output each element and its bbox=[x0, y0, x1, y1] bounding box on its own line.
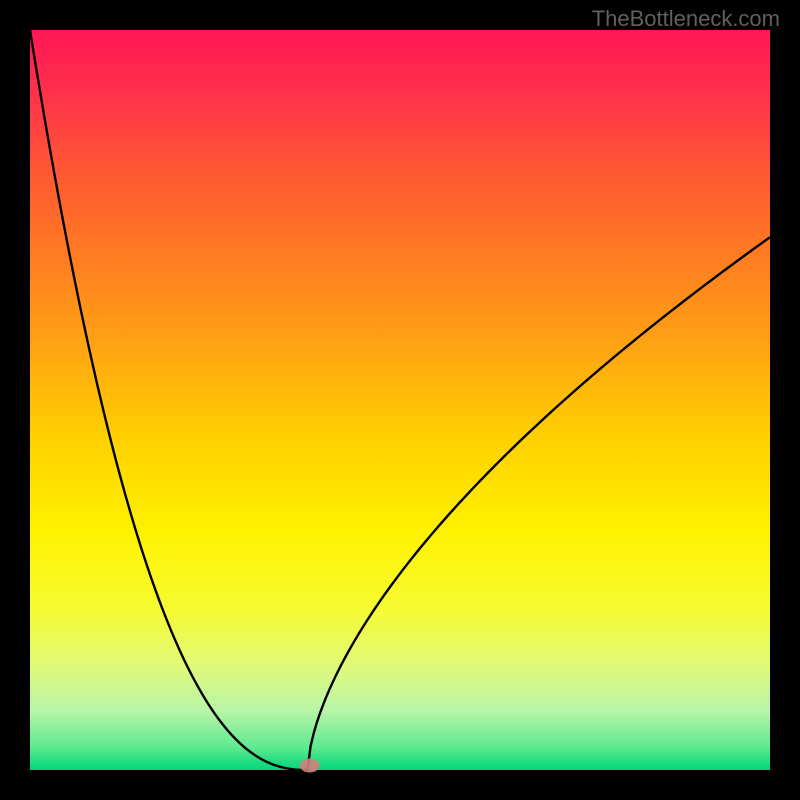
watermark-text: TheBottleneck.com bbox=[592, 6, 780, 32]
optimal-point-marker bbox=[300, 759, 320, 773]
chart-stage: TheBottleneck.com bbox=[0, 0, 800, 800]
plot-area bbox=[30, 30, 770, 770]
chart-svg bbox=[0, 0, 800, 800]
